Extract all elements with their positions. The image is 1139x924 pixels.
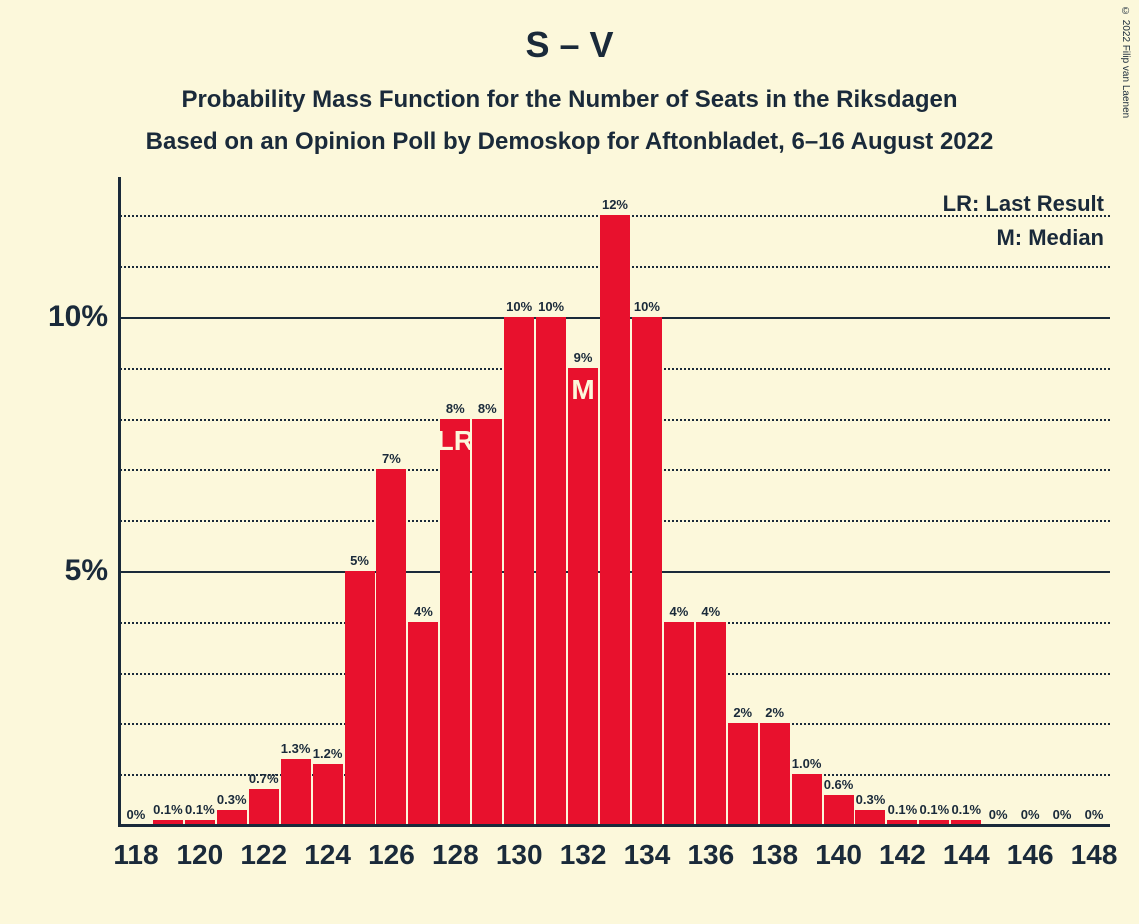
y-axis-label: 5% <box>65 554 108 588</box>
x-axis <box>118 824 1110 827</box>
bar: 0.7% <box>249 789 279 825</box>
bar-value-label: 0% <box>1021 807 1040 822</box>
bar: 1.0% <box>792 774 822 825</box>
bar-value-label: 10% <box>538 299 564 314</box>
bar: 5% <box>345 571 375 825</box>
bar: 10% <box>536 317 566 825</box>
x-axis-label: 136 <box>687 839 734 871</box>
bar-value-label: 0% <box>1085 807 1104 822</box>
bar-value-label: 0.1% <box>185 802 215 817</box>
bar-value-label: 10% <box>506 299 532 314</box>
bar-marker: M <box>571 374 594 406</box>
bar-value-label: 9% <box>574 350 593 365</box>
bar-value-label: 0.3% <box>217 792 247 807</box>
bar-value-label: 1.2% <box>313 746 343 761</box>
chart-title: S – V <box>0 0 1139 66</box>
bar: 9%M <box>568 368 598 825</box>
bar-value-label: 0% <box>127 807 146 822</box>
bar-value-label: 8% <box>478 401 497 416</box>
bar: 7% <box>376 469 406 825</box>
legend-median: M: Median <box>996 225 1104 251</box>
bar-value-label: 0.1% <box>951 802 981 817</box>
bar: 4% <box>408 622 438 825</box>
bar: 12% <box>600 215 630 825</box>
x-axis-label: 128 <box>432 839 479 871</box>
bar-value-label: 0.1% <box>888 802 918 817</box>
y-axis <box>118 177 121 827</box>
x-axis-label: 138 <box>751 839 798 871</box>
bar-value-label: 2% <box>765 705 784 720</box>
x-axis-label: 120 <box>176 839 223 871</box>
bar-value-label: 0.1% <box>153 802 183 817</box>
bar: 8%LR <box>440 419 470 825</box>
x-axis-label: 130 <box>496 839 543 871</box>
bar-value-label: 0.6% <box>824 777 854 792</box>
bar: 1.3% <box>281 759 311 825</box>
bar: 8% <box>472 419 502 825</box>
bar-marker: LR <box>437 425 474 457</box>
x-axis-label: 144 <box>943 839 990 871</box>
bar: 4% <box>664 622 694 825</box>
x-axis-label: 134 <box>624 839 671 871</box>
x-axis-label: 126 <box>368 839 415 871</box>
bar-value-label: 0% <box>1053 807 1072 822</box>
bar-value-label: 2% <box>733 705 752 720</box>
chart-subtitle-2: Based on an Opinion Poll by Demoskop for… <box>0 128 1139 156</box>
bar-value-label: 4% <box>701 604 720 619</box>
x-axis-label: 142 <box>879 839 926 871</box>
bar-value-label: 5% <box>350 553 369 568</box>
bar: 10% <box>504 317 534 825</box>
bar-value-label: 0.3% <box>856 792 886 807</box>
bar-value-label: 8% <box>446 401 465 416</box>
bar: 2% <box>760 723 790 825</box>
bar-value-label: 1.0% <box>792 756 822 771</box>
bar-value-label: 12% <box>602 197 628 212</box>
x-axis-label: 124 <box>304 839 351 871</box>
x-axis-label: 118 <box>113 839 158 871</box>
y-axis-label: 10% <box>48 300 108 334</box>
bar-value-label: 7% <box>382 451 401 466</box>
bar-value-label: 10% <box>634 299 660 314</box>
bar: 0.3% <box>217 810 247 825</box>
bar: 2% <box>728 723 758 825</box>
bar-value-label: 0.1% <box>920 802 950 817</box>
bar: 1.2% <box>313 764 343 825</box>
chart-subtitle-1: Probability Mass Function for the Number… <box>0 86 1139 114</box>
x-axis-label: 146 <box>1007 839 1054 871</box>
bar-value-label: 1.3% <box>281 741 311 756</box>
x-axis-label: 122 <box>240 839 287 871</box>
copyright-text: © 2022 Filip van Laenen <box>1120 6 1131 118</box>
x-axis-label: 148 <box>1071 839 1118 871</box>
bar: 10% <box>632 317 662 825</box>
x-axis-label: 132 <box>560 839 607 871</box>
bar: 0.6% <box>824 795 854 825</box>
bar-value-label: 4% <box>669 604 688 619</box>
legend-last-result: LR: Last Result <box>943 191 1104 217</box>
bar-value-label: 0% <box>989 807 1008 822</box>
bar: 0.3% <box>855 810 885 825</box>
x-axis-label: 140 <box>815 839 862 871</box>
chart-plot-area: 5%10%0%0.1%0.1%0.3%0.7%1.3%1.2%5%7%4%8%L… <box>120 185 1110 825</box>
bar-value-label: 4% <box>414 604 433 619</box>
bar-value-label: 0.7% <box>249 771 279 786</box>
bar: 4% <box>696 622 726 825</box>
